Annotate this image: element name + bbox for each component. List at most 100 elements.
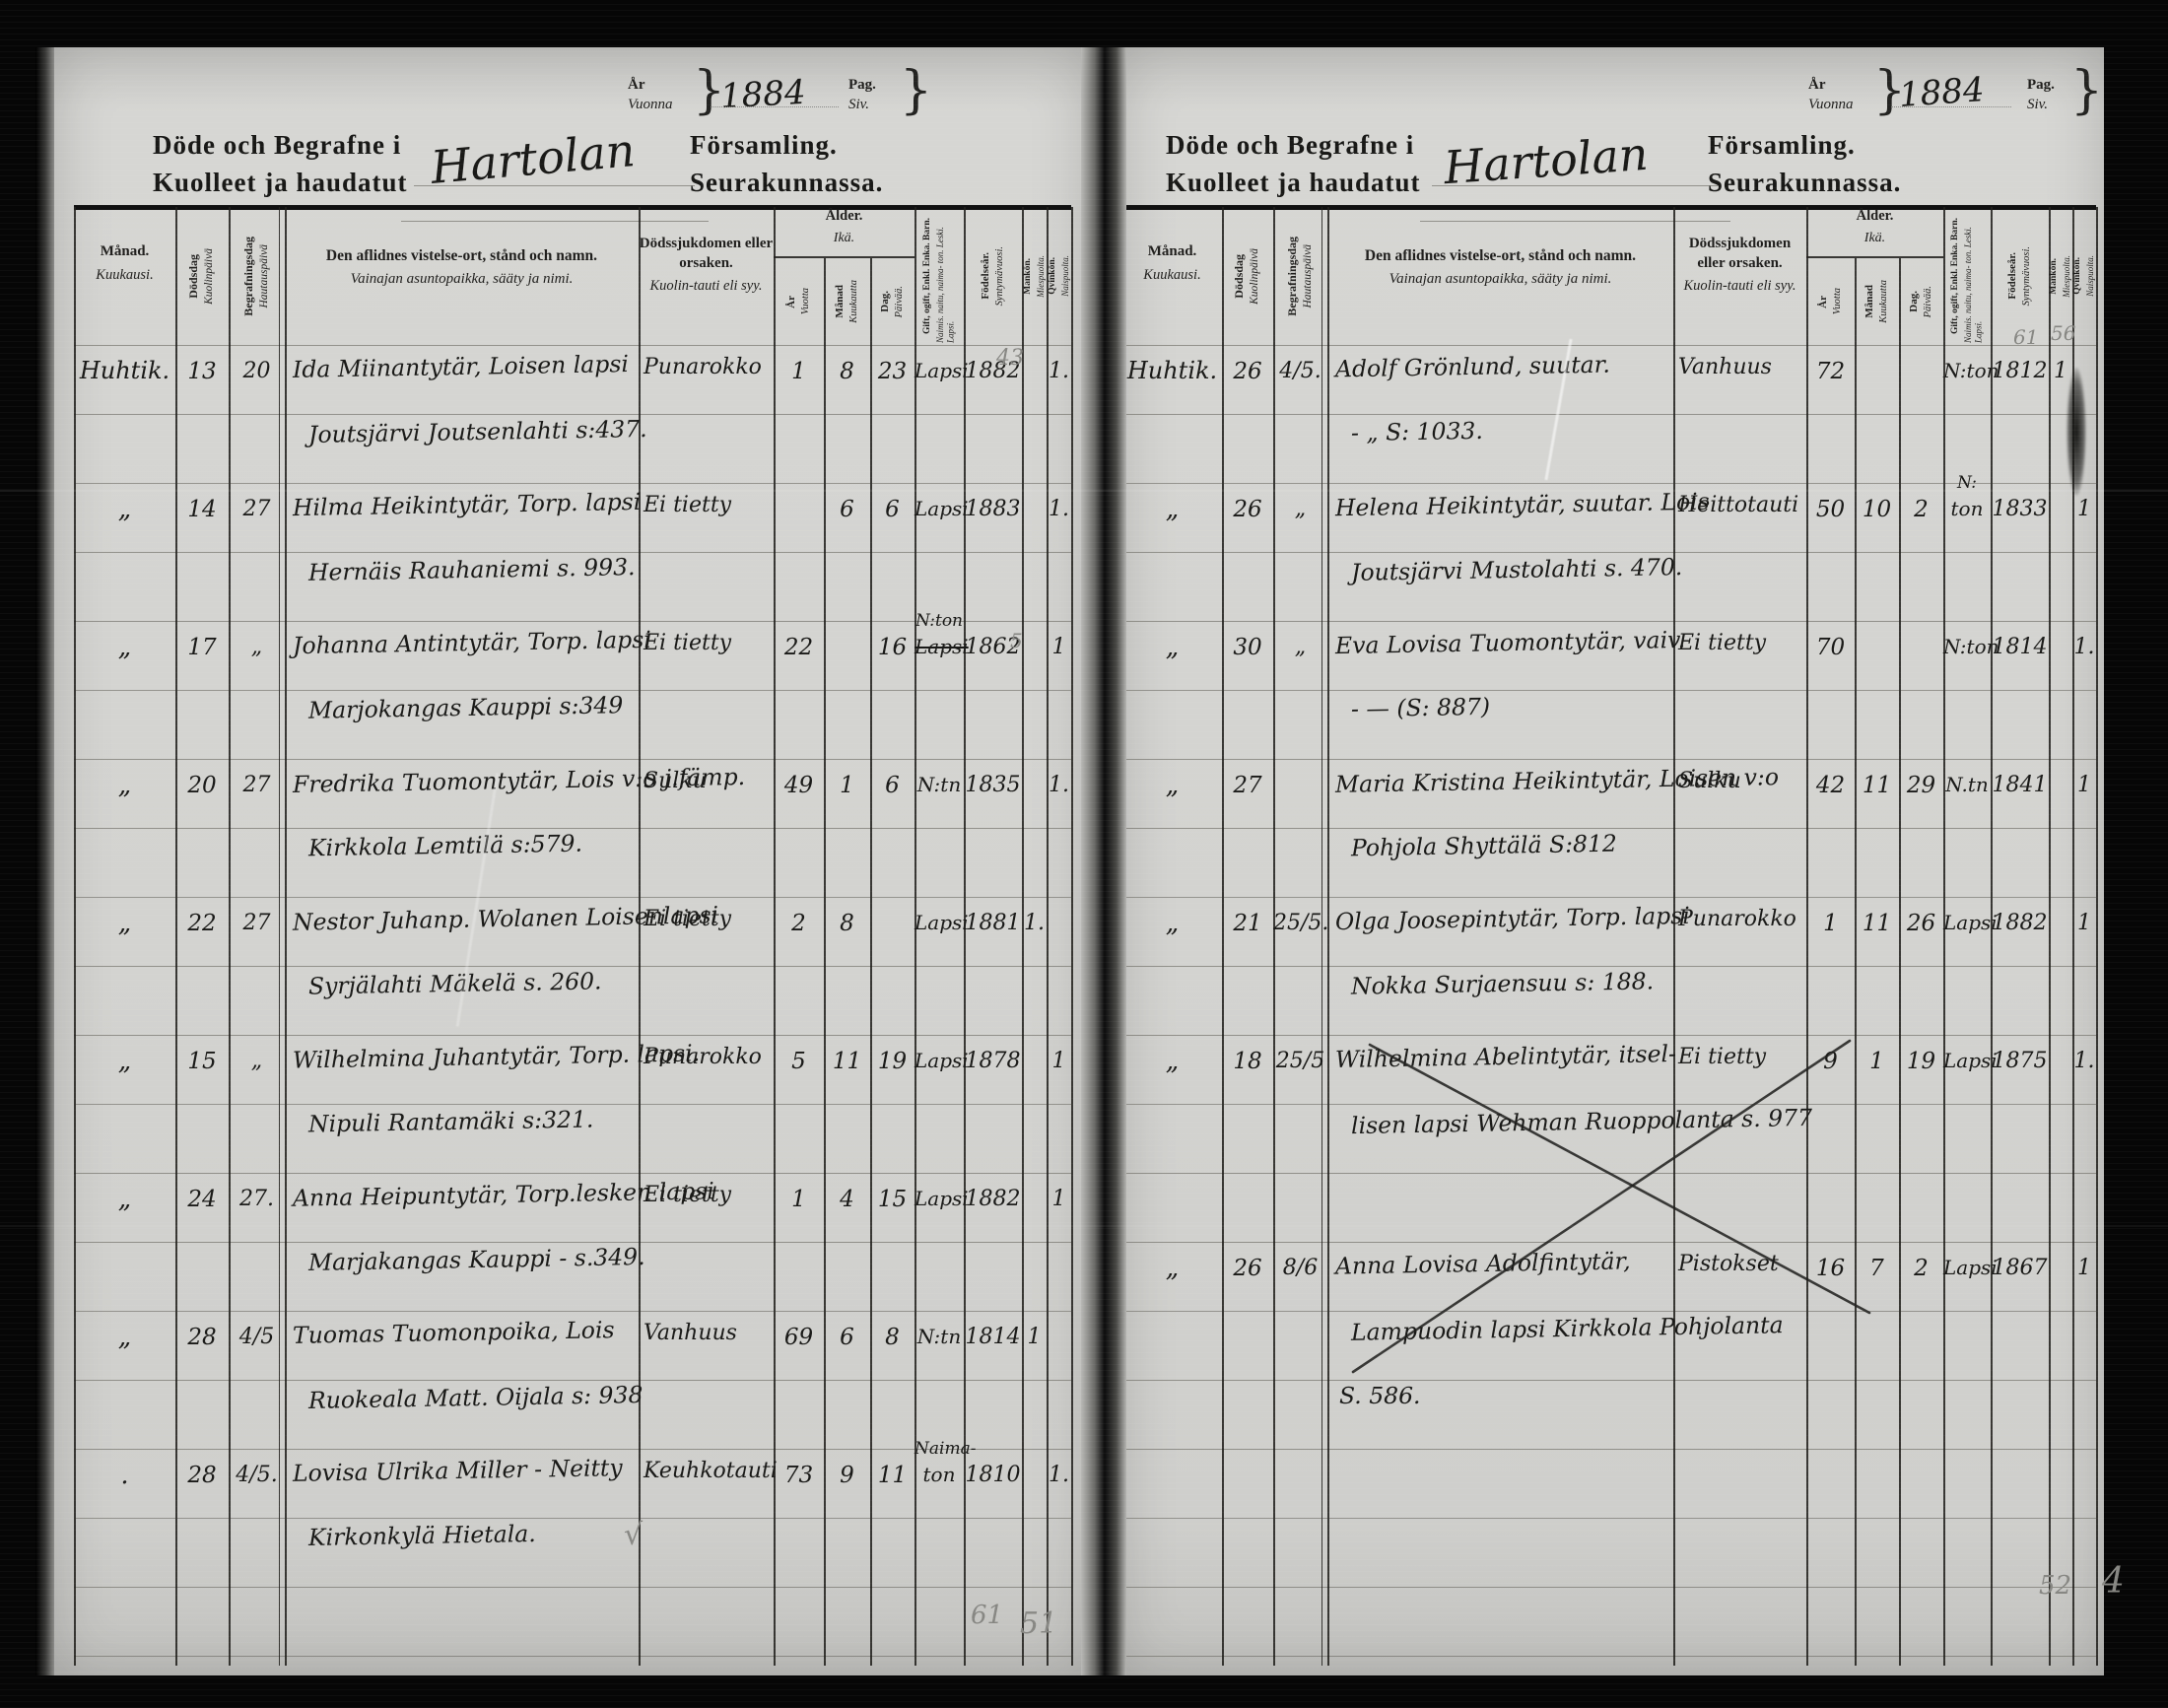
page-stack-edge — [35, 47, 54, 1675]
cell-cause: Sulku — [644, 769, 707, 793]
col-header-female-sv: Qvinkön. — [2072, 257, 2083, 295]
parish-name-handwritten: Hartolan — [429, 123, 638, 194]
column-rule — [1022, 207, 1024, 1666]
cell-status: N:ton — [1943, 359, 1999, 382]
cell-cause: Ei tietty — [1678, 631, 1767, 655]
year-label-sv: År — [1808, 77, 1826, 93]
page-label-fi: Siv. — [848, 97, 869, 113]
pencil-note: 52 — [2039, 1571, 2072, 1601]
ruled-line — [1122, 1035, 2096, 1036]
cell-cause: Ei tietty — [1678, 1045, 1767, 1069]
cell-age-days: 6 — [885, 773, 900, 798]
page-label-fi: Siv. — [2027, 97, 2048, 113]
cell-status: N.tn — [1945, 773, 1989, 796]
cell-cause: Sulku — [1678, 769, 1741, 793]
cell-name-line2: Nokka Surjaensuu s: 188. — [1350, 967, 1655, 1000]
cell-burial-day: 25/5. — [1273, 911, 1329, 935]
col-header-name: Den aflidnes vistelse-ort, stånd och nam… — [1327, 246, 1673, 290]
cell-age-years: 2 — [791, 911, 806, 936]
ruled-line — [74, 1587, 1071, 1588]
cell-month: „ — [1165, 1254, 1180, 1283]
col-header-female-sv: Qvinkön. — [1047, 257, 1057, 295]
col-header-death-day: Dödsdag Kuolinpäivä — [175, 209, 229, 343]
cell-name-line1: Lovisa Ulrika Miller - Neitty — [292, 1454, 623, 1487]
year-label-fi: Vuonna — [1808, 97, 1854, 113]
year-value: 1884 — [719, 72, 807, 117]
col-header-civil-status: Gift, ogift, Enkl. Enka. Barn. Naimis. na… — [1943, 209, 1991, 343]
cell-death-day: 14 — [187, 497, 217, 522]
col-header-burial-day: Begrafningsdag Hautauspäivä — [229, 209, 285, 343]
page-title-left: Döde och Begrafne i Kuolleet ja haudatut — [153, 130, 408, 198]
cell-female: 1. — [1049, 359, 1069, 383]
cell-age-months: 8 — [840, 911, 854, 936]
cell-age-years: 70 — [1815, 635, 1846, 660]
cell-name-line2: - „ S: 1033. — [1350, 416, 1484, 447]
cell-age-days: 2 — [1914, 497, 1929, 522]
col-header-death-day-fi: Kuolinpäivä — [1249, 247, 1261, 305]
cell-birth-year: 1835 — [965, 773, 1021, 797]
table-row: Huhtik. 26 4/5. Adolf Grönlund, suutar. - „ … — [1118, 347, 2116, 485]
ruled-line — [1122, 1656, 2096, 1657]
parish-name-handwritten: Hartolan — [1442, 126, 1651, 195]
cell-death-day: 21 — [1233, 911, 1262, 936]
cell-burial-day: „ — [1294, 497, 1307, 521]
cell-birth-year: 1867 — [1992, 1256, 2048, 1280]
cell-birth-year: 1881 — [965, 911, 1021, 935]
column-rule — [774, 207, 776, 1666]
cell-month: „ — [117, 909, 132, 938]
title-suffix-finnish: Seurakunnassa. — [1708, 168, 1902, 197]
column-rule — [1806, 207, 1808, 1666]
col-header-death-day-sv: Dödsdag — [1232, 253, 1247, 299]
ledger-page-left: År Vuonna } 1884 Pag. Siv. } Döde och Be… — [54, 47, 1089, 1675]
cell-female: 1 — [1051, 635, 1066, 659]
cell-burial-day: 27. — [239, 1187, 274, 1211]
col-header-birth-year-fi: Syntymävuosi. — [993, 245, 1005, 307]
cell-status: Lapsi — [1943, 911, 1998, 934]
column-rule — [915, 207, 916, 1666]
cell-age-days: 16 — [877, 635, 908, 660]
cell-name-line2: Kirkonkylä Hietala. — [307, 1519, 536, 1552]
cell-birth-year: 1841 — [1992, 773, 2048, 797]
cell-death-day: 26 — [1233, 1256, 1262, 1281]
table-top-border — [74, 205, 1071, 210]
cell-age-months: 11 — [1862, 911, 1892, 936]
table-row: „ 22 27 Nestor Juhanp. Wolanen Loisenlapsi S… — [54, 899, 1091, 1037]
col-header-age-fi: Ikä. — [833, 230, 855, 245]
pencil-note: 5 — [1010, 629, 1023, 652]
page-number-label-right: Pag. Siv. — [2027, 75, 2055, 115]
cell-name-line1: Eva Lovisa Tuomontytär, vaiv. — [1334, 625, 1686, 660]
cell-name-line2: - — (S: 887) — [1350, 692, 1491, 723]
cell-age-years: 16 — [1815, 1256, 1846, 1281]
cell-age-months: 8 — [840, 359, 854, 384]
cell-month: „ — [117, 633, 132, 662]
cell-status: Lapsi — [915, 359, 969, 382]
cell-status-correction: N:ton — [915, 611, 963, 631]
column-rule — [1991, 207, 1993, 1666]
col-header-cause: Dödssjukdomen eller orsaken. Kuolin-tauti… — [1673, 235, 1806, 296]
cell-month: „ — [117, 1323, 132, 1352]
year-label-left: År Vuonna — [628, 75, 673, 115]
col-header-month: Månad. Kuukausi. — [1122, 242, 1222, 284]
year-value: 1884 — [1897, 70, 1986, 115]
cell-cause: Ei tietty — [644, 631, 732, 655]
cell-burial-day: 27 — [242, 497, 271, 521]
col-header-male: Mankön. Miespuolta. — [1022, 209, 1047, 343]
table-row: „ 21 25/5. Olga Joosepintytär, Torp. lapsi N… — [1118, 899, 2116, 1037]
blank-line — [401, 221, 709, 222]
col-header-name-sv: Den aflidnes vistelse-ort, stånd och nam… — [1364, 247, 1637, 264]
cell-status: ton — [1950, 497, 1984, 520]
ruled-line — [74, 966, 1071, 967]
col-header-age-fi: Ikä. — [1863, 230, 1886, 245]
ruled-line — [74, 1104, 1071, 1105]
cell-burial-day: 20 — [242, 359, 271, 383]
cell-cause: Punarokko — [1678, 907, 1796, 931]
column-rule — [1273, 207, 1275, 1666]
col-header-civil-status-sv: Gift, ogift, Enkl. Enka. Barn. — [922, 218, 933, 334]
column-rule — [229, 207, 231, 1666]
col-header-birth-year: Födelseår. Syntymävuosi. — [1991, 209, 2049, 343]
cell-month: „ — [1165, 771, 1180, 800]
table-row: „ 17 „ Johanna Antintytär, Torp. lapsi Marjo… — [54, 611, 1091, 761]
cell-death-day: 13 — [187, 359, 217, 384]
col-header-birth-year-sv: Födelseår. — [2006, 252, 2019, 300]
